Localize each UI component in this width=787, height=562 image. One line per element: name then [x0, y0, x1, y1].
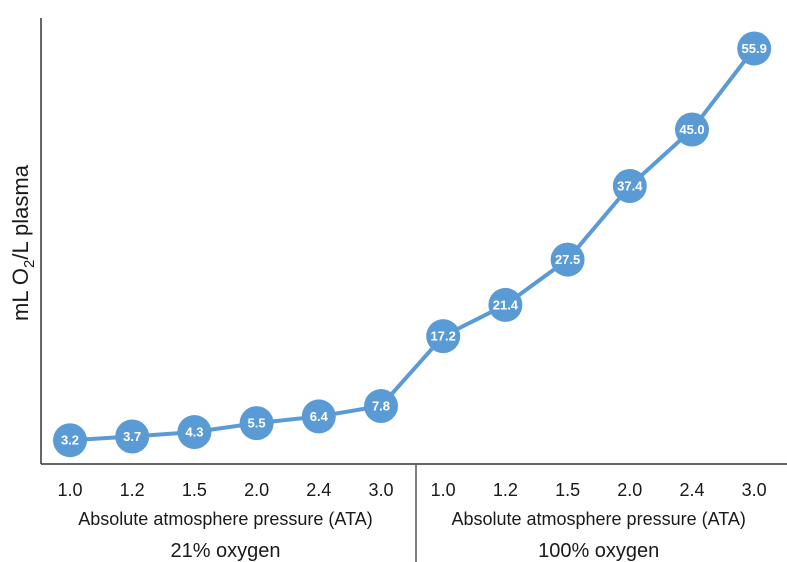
x-axis-title: Absolute atmosphere pressure (ATA) [451, 509, 745, 529]
data-point [612, 168, 647, 203]
x-tick-label: 1.0 [57, 480, 82, 500]
x-tick-label: 2.0 [617, 480, 642, 500]
y-axis-title-subscript: 2 [21, 260, 38, 268]
group-titles: Absolute atmosphere pressure (ATA) 21% ox… [78, 509, 746, 562]
data-label: 45.0 [679, 122, 704, 137]
x-tick-label: 2.4 [306, 480, 331, 500]
data-point [177, 415, 212, 450]
data-point [737, 31, 772, 66]
data-point [239, 406, 274, 441]
x-axis-title: Absolute atmosphere pressure (ATA) [78, 509, 372, 529]
data-point [115, 419, 150, 454]
y-axis-title-part-2: /L plasma [8, 164, 33, 259]
series-oxygen: 3.2 3.7 4.3 5.5 6.4 7.8 17.2 21.4 27.5 37.4 45.0 55… [53, 31, 772, 458]
x-tick-labels: 1.0 1.2 1.5 2.0 2.4 3.0 1.0 1.2 1.5 2.0 2.4 3.0 [57, 480, 766, 500]
y-axis-title-part-1: mL O [8, 268, 33, 321]
data-label: 4.3 [185, 425, 203, 440]
data-label: 37.4 [617, 178, 643, 193]
data-label: 17.2 [431, 329, 456, 344]
data-label: 5.5 [248, 416, 266, 431]
data-point [488, 287, 523, 322]
x-tick-label: 3.0 [742, 480, 767, 500]
y-axis-title: mL O2/L plasma [8, 164, 38, 321]
data-point [675, 112, 709, 147]
data-point [550, 242, 585, 277]
data-point [301, 399, 336, 434]
x-tick-label: 1.5 [182, 480, 207, 500]
x-tick-label: 1.2 [120, 480, 145, 500]
data-label: 7.8 [372, 399, 390, 414]
data-label: 55.9 [742, 41, 767, 56]
x-tick-label: 2.0 [244, 480, 269, 500]
group-title: 21% oxygen [170, 540, 280, 562]
data-label: 27.5 [555, 252, 580, 267]
data-point [364, 389, 398, 424]
data-point [426, 319, 461, 354]
data-label: 21.4 [493, 297, 519, 312]
x-tick-label: 1.0 [431, 480, 456, 500]
x-tick-label: 3.0 [368, 480, 393, 500]
data-point [53, 423, 87, 458]
x-tick-label: 1.5 [555, 480, 580, 500]
group-title: 100% oxygen [538, 540, 659, 562]
series-line [69, 47, 756, 443]
data-label: 3.7 [123, 429, 141, 444]
data-label: 3.2 [61, 433, 79, 448]
axes [40, 18, 787, 562]
x-tick-label: 2.4 [679, 480, 704, 500]
x-tick-label: 1.2 [493, 480, 518, 500]
data-label: 6.4 [310, 409, 329, 424]
